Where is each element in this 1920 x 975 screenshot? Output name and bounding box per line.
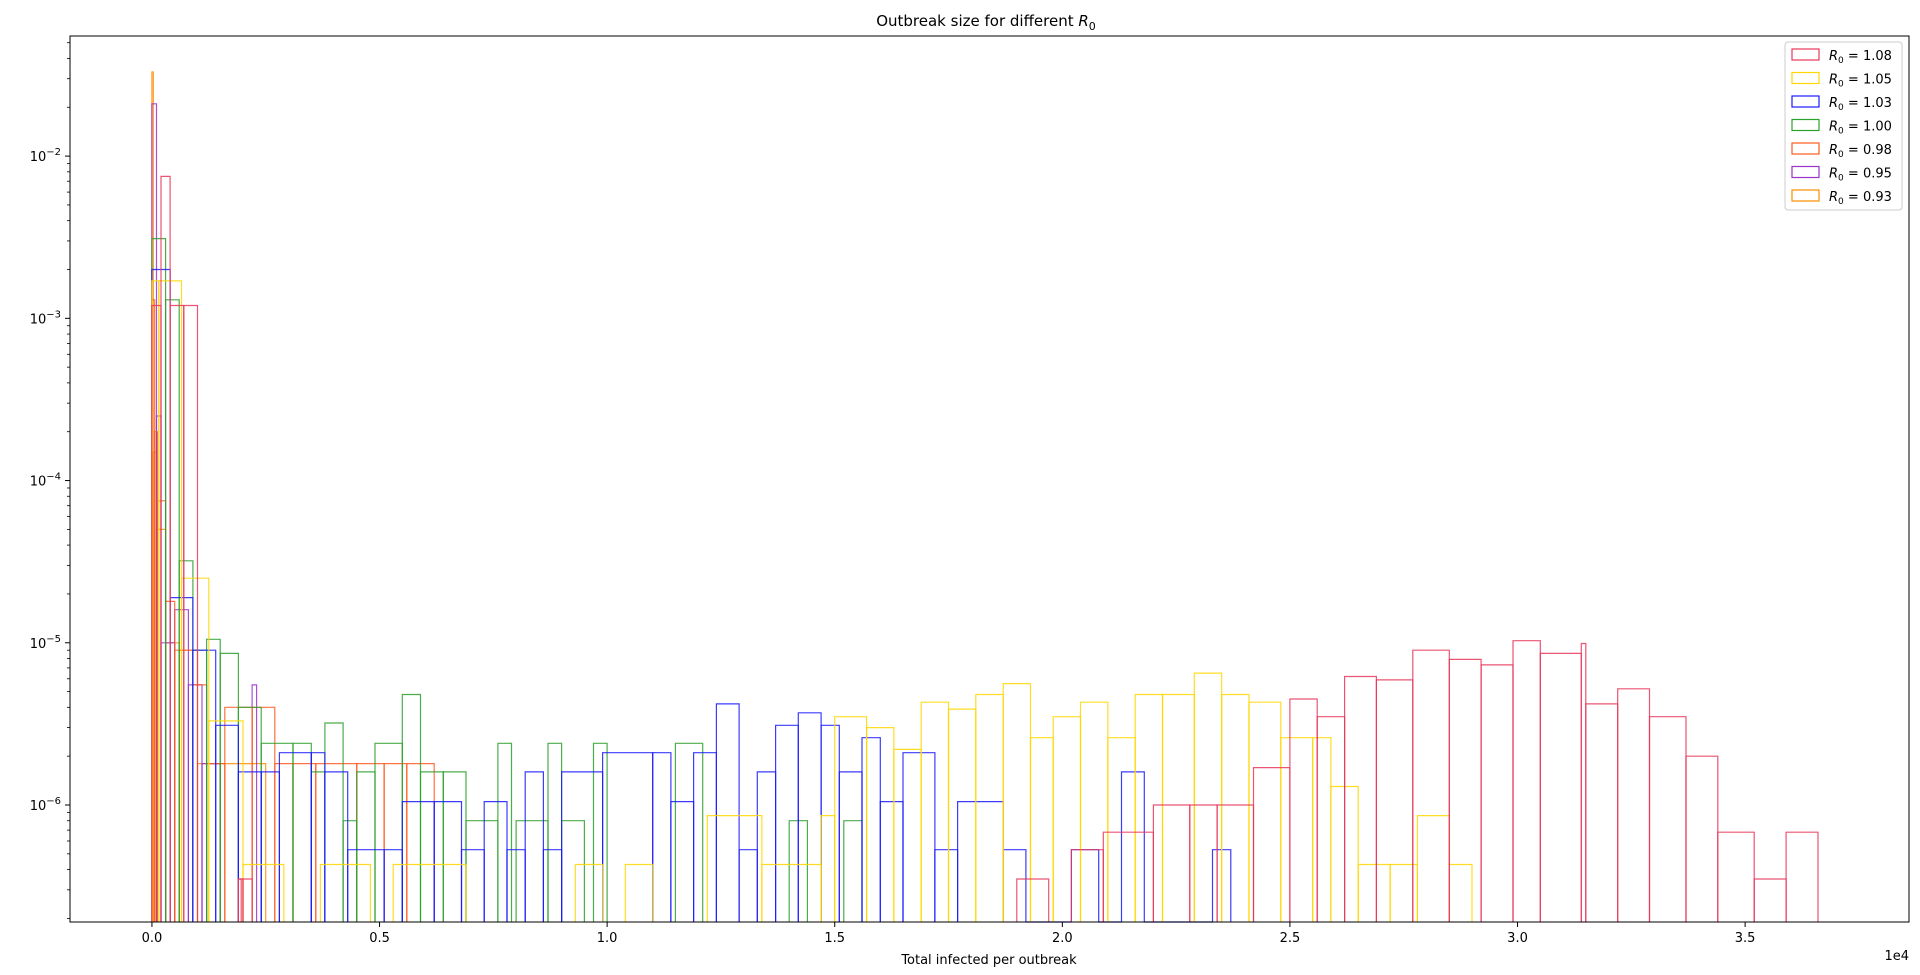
legend-subscript: 0 — [1838, 103, 1844, 113]
legend-subscript: 0 — [1838, 56, 1844, 66]
histogram-bar — [237, 878, 242, 922]
x-tick-label: 3.0 — [1507, 931, 1528, 946]
legend-swatch — [1791, 118, 1820, 132]
y-tick-exponent: −5 — [46, 634, 61, 645]
y-tick-base: 10 — [30, 312, 47, 327]
chart-title-math: R — [1078, 12, 1088, 30]
y-tick-label: 10−5 — [30, 634, 61, 652]
histogram-bar — [208, 720, 244, 922]
legend-swatch — [1791, 142, 1820, 155]
legend-value: = 1.08 — [1844, 49, 1892, 64]
histogram-bar — [497, 742, 513, 922]
legend-symbol: R — [1829, 190, 1838, 205]
legend-label: R0 = 1.05 — [1829, 73, 1892, 90]
y-tick-base: 10 — [30, 475, 47, 490]
histogram-bar — [715, 703, 740, 922]
legend-symbol: R — [1829, 167, 1838, 182]
y-tick-base: 10 — [30, 637, 47, 652]
legend-value: = 1.05 — [1844, 73, 1892, 88]
y-tick-label: 10−3 — [30, 309, 61, 327]
y-tick-exponent: −6 — [46, 796, 61, 807]
y-tick-label: 10−6 — [30, 796, 61, 814]
x-tick-label: 0.5 — [369, 931, 390, 946]
y-tick-label: 10−4 — [30, 472, 61, 490]
histogram-bar — [242, 878, 253, 922]
y-tick-base: 10 — [30, 799, 47, 814]
legend-swatch — [1791, 165, 1820, 179]
x-axis-label: Total infected per outbreak — [900, 953, 1077, 968]
x-tick-label: 1.0 — [597, 931, 618, 946]
legend-label: R0 = 1.00 — [1829, 120, 1892, 137]
x-tick-label: 1.5 — [824, 931, 845, 946]
legend-swatch — [1791, 48, 1820, 61]
legend-label: R0 = 1.03 — [1829, 96, 1892, 113]
histogram-bar — [319, 863, 371, 922]
legend-label: R0 = 0.95 — [1829, 167, 1892, 184]
histogram-bar — [324, 771, 349, 922]
legend-label: R0 = 0.98 — [1829, 143, 1892, 160]
y-axis-ticks: 10−610−510−410−310−2 — [30, 42, 70, 919]
legend-value: = 0.93 — [1844, 190, 1892, 205]
legend-subscript: 0 — [1838, 197, 1844, 207]
legend-symbol: R — [1829, 73, 1838, 88]
histogram-bar — [1120, 771, 1145, 922]
histogram-bar — [1785, 831, 1819, 922]
y-tick-label: 10−2 — [30, 147, 61, 165]
histogram-bar — [1016, 878, 1050, 922]
chart-title-subscript: 0 — [1089, 20, 1096, 33]
legend-symbol: R — [1829, 49, 1838, 64]
legend-symbol: R — [1829, 120, 1838, 135]
histogram-bar — [674, 742, 704, 922]
series-1 — [151, 175, 1819, 922]
legend-swatch — [1791, 95, 1820, 108]
legend-subscript: 0 — [1838, 80, 1844, 90]
plot-area-frame — [69, 35, 1910, 923]
y-tick-exponent: −3 — [46, 309, 61, 320]
histogram-bar — [1717, 831, 1755, 922]
histogram-bar — [624, 863, 654, 922]
x-tick-label: 3.5 — [1735, 931, 1756, 946]
legend-symbol: R — [1829, 143, 1838, 158]
chart-title-prefix: Outbreak size for different — [876, 12, 1078, 30]
legend-swatch — [1791, 189, 1820, 202]
y-tick-base: 10 — [30, 150, 47, 165]
legend-subscript: 0 — [1838, 150, 1844, 160]
legend-label: R0 = 1.08 — [1829, 49, 1892, 66]
legend-value: = 1.00 — [1844, 120, 1892, 135]
y-tick-exponent: −4 — [46, 472, 61, 483]
x-axis-offset-label: 1e4 — [1884, 949, 1909, 964]
histogram-bar — [592, 742, 608, 922]
legend-symbol: R — [1829, 96, 1838, 111]
x-tick-label: 0.0 — [142, 931, 163, 946]
chart-title: Outbreak size for different R0 — [876, 12, 1096, 33]
histogram-bar — [183, 304, 199, 922]
legend-subscript: 0 — [1838, 127, 1844, 137]
histogram-bar — [524, 771, 544, 922]
legend-subscript: 0 — [1838, 174, 1844, 184]
legend-label: R0 = 0.93 — [1829, 190, 1892, 207]
series-2 — [151, 280, 1473, 922]
x-tick-label: 2.5 — [1280, 931, 1301, 946]
legend-value: = 0.98 — [1844, 143, 1892, 158]
histogram-bar — [574, 863, 604, 922]
y-tick-exponent: −2 — [46, 147, 61, 158]
legend-swatch — [1791, 71, 1820, 85]
histogram-series-group — [151, 71, 1819, 923]
x-axis-ticks: 0.0 0.5 1.0 1.5 2.0 2.5 3.0 3.5 — [142, 922, 1756, 946]
histogram-bar — [392, 863, 467, 922]
histogram-bar — [902, 752, 936, 922]
x-tick-label: 2.0 — [1052, 931, 1073, 946]
legend-value: = 1.03 — [1844, 96, 1892, 111]
legend-value: = 0.95 — [1844, 167, 1892, 182]
